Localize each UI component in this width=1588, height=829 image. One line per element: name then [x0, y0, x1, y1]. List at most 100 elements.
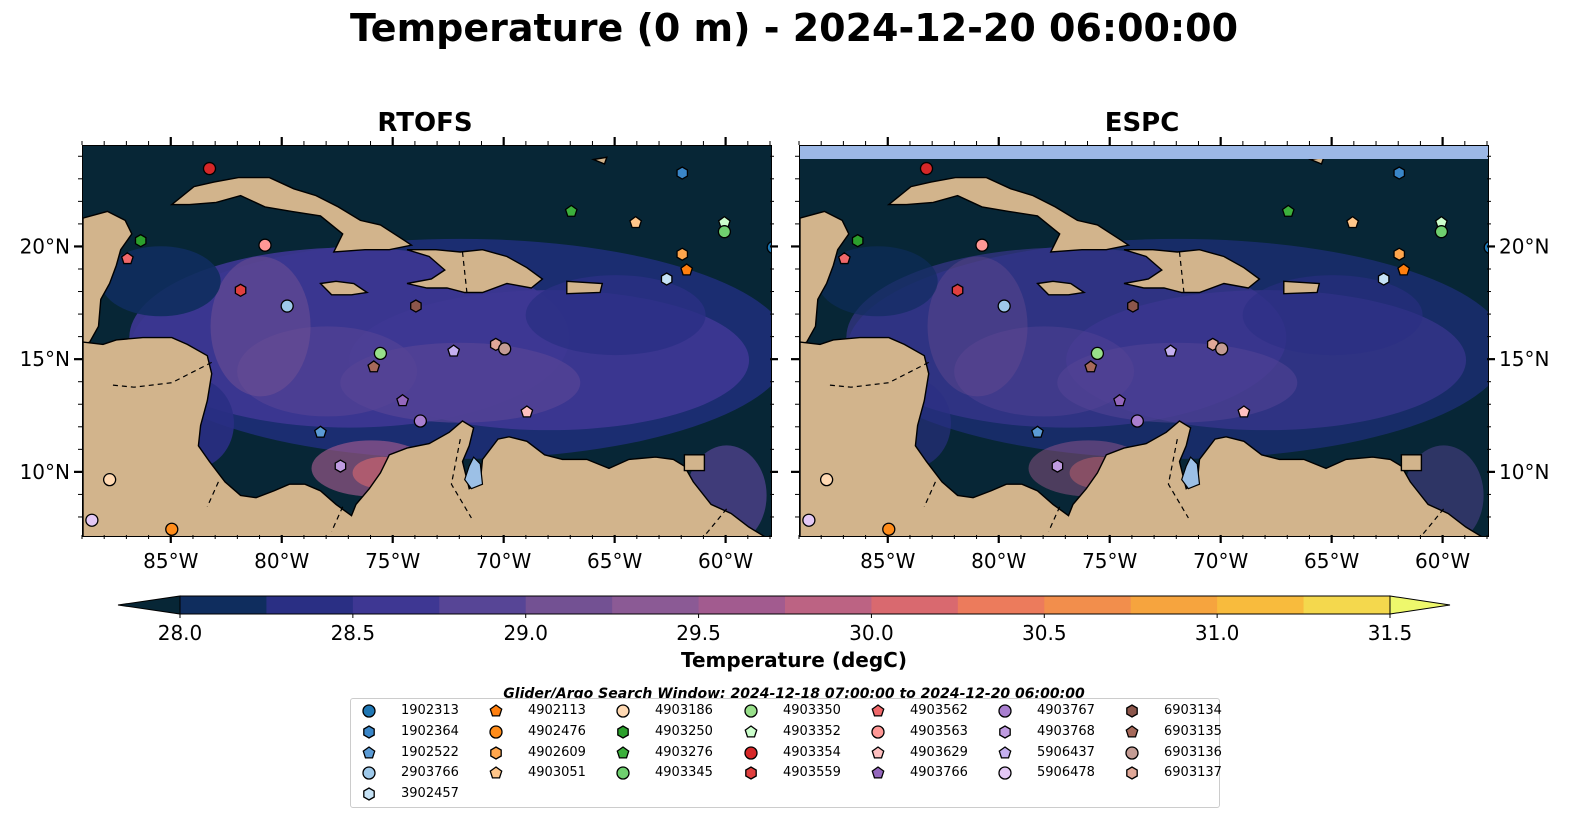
obs-marker-4903559	[234, 283, 247, 298]
colorbar-segment	[785, 596, 872, 614]
colorbar-segment	[612, 596, 700, 614]
obs-marker-6903135	[1084, 360, 1098, 373]
land-hispaniola-small	[590, 156, 608, 165]
map-axes: 85°W 80°W 75°W 70°W 65°W 60°W 20°N 15°N 10°N 85°W…	[20, 137, 1549, 573]
map-panel-espc[interactable]	[799, 145, 1489, 537]
obs-marker-4903345	[717, 225, 732, 239]
obs-marker-4903766	[396, 393, 410, 407]
legend-label: 5906478	[1037, 765, 1095, 781]
lake-maracaibo	[1181, 456, 1201, 490]
legend-marker-6903136	[1125, 745, 1139, 760]
colorbar-tick-label: 29.5	[676, 621, 721, 642]
obs-marker-4903562	[837, 251, 851, 265]
lat-tick-label: 10°N	[20, 460, 70, 484]
obs-marker-4903563	[258, 238, 272, 252]
legend-marker-4903766	[871, 766, 885, 779]
country-border	[1167, 438, 1189, 519]
colorbar-segment	[1303, 596, 1391, 614]
lon-tick-label: 60°W	[698, 549, 753, 573]
legend-label: 6903136	[1164, 744, 1222, 760]
obs-marker-1902313	[1483, 241, 1488, 254]
obs-marker-5906437	[1164, 344, 1178, 357]
obs-marker-5906437	[447, 344, 461, 357]
legend-label: 5906437	[1037, 744, 1095, 760]
land-central	[83, 336, 765, 536]
colorbar: 28.0 28.5 29.0 29.5 30.0 30.5 31.0 31.5	[117, 595, 1451, 642]
legend-marker-4902609	[490, 745, 502, 760]
map-canvas-rtofs	[83, 146, 771, 536]
map-panel-rtofs[interactable]	[82, 145, 772, 537]
legend-marker-4903562	[871, 704, 885, 717]
legend-label: 4902609	[528, 744, 586, 760]
legend-label: 4903354	[783, 744, 841, 760]
colorbar-segment	[525, 596, 613, 614]
legend-label: 1902522	[401, 744, 459, 760]
obs-marker-6903134	[410, 299, 422, 313]
legend-marker-4903345	[616, 766, 630, 781]
land-trinidad	[1400, 454, 1423, 472]
lat-tick-label: 20°N	[20, 234, 70, 258]
temperature-field	[1242, 275, 1423, 356]
obs-marker-5906478	[802, 513, 816, 527]
colorbar-tick-label: 28.0	[158, 621, 203, 642]
legend-marker-6903134	[1126, 704, 1138, 718]
legend-marker-4903350	[744, 704, 758, 718]
colorbar-segment	[352, 596, 440, 614]
lon-tick-label: 80°W	[971, 549, 1026, 573]
obs-marker-4903768	[334, 459, 347, 473]
obs-marker-6903135	[367, 360, 381, 373]
obs-marker-4903186	[102, 472, 117, 487]
land-hispaniola	[1123, 248, 1261, 294]
legend-label: 4902476	[528, 723, 586, 739]
legend-marker-5906437	[998, 745, 1012, 759]
lon-tick-label: 85°W	[860, 549, 915, 573]
legend-label: 4903352	[783, 723, 841, 739]
obs-marker-4903559	[951, 283, 964, 298]
obs-marker-6903134	[1127, 299, 1139, 313]
legend-marker-4903563	[871, 725, 885, 739]
legend-marker-4902476	[489, 725, 503, 739]
obs-marker-4903250	[851, 233, 864, 248]
legend-marker-3902457	[363, 787, 375, 801]
obs-marker-2903766	[280, 299, 294, 313]
obs-marker-6903136	[1215, 342, 1229, 356]
colorbar-tick-label: 30.0	[849, 621, 894, 642]
legend-label: 4903250	[655, 723, 713, 739]
legend-marker-6903135	[1125, 724, 1139, 738]
legend-marker-4903250	[617, 725, 629, 739]
lake-maracaibo	[464, 456, 484, 490]
legend-label: 6903135	[1164, 723, 1222, 739]
land-puerto-rico	[1283, 280, 1321, 295]
legend-label: 3902457	[401, 786, 459, 802]
colorbar-label: Temperature (degC)	[681, 648, 907, 672]
colorbar-tick-label: 29.0	[503, 621, 548, 642]
obs-marker-4903563	[975, 238, 989, 252]
legend-marker-5906478	[998, 766, 1012, 781]
obs-marker-4903345	[1434, 225, 1449, 239]
legend-marker-4903629	[871, 745, 885, 759]
legend-marker-4903186	[616, 704, 630, 718]
obs-marker-4903276	[1281, 204, 1295, 217]
legend-label: 4903051	[528, 765, 586, 781]
legend-label: 4903563	[910, 723, 968, 739]
obs-marker-4903051	[629, 215, 643, 229]
missing-data-band	[800, 146, 1488, 159]
country-border	[111, 361, 212, 388]
lon-tick-label: 75°W	[365, 549, 420, 573]
land-cuba	[886, 176, 1131, 253]
obs-marker-3902457	[660, 272, 673, 286]
obs-marker-4903767	[413, 414, 427, 428]
lon-tick-label: 80°W	[254, 549, 309, 573]
panel-title-rtofs: RTOFS	[377, 108, 473, 138]
obs-marker-4903562	[120, 251, 134, 265]
legend-label: 6903134	[1164, 703, 1222, 718]
country-border	[450, 438, 472, 519]
lat-tick-label: 10°N	[1499, 460, 1549, 484]
land-hispaniola	[406, 248, 544, 294]
colorbar-tick-label: 31.5	[1368, 621, 1413, 642]
lon-tick-label: 65°W	[1304, 549, 1359, 573]
lon-tick-label: 75°W	[1082, 549, 1137, 573]
colorbar-segment	[1217, 596, 1305, 614]
obs-marker-4903767	[1130, 414, 1144, 428]
lon-tick-label: 70°W	[476, 549, 531, 573]
